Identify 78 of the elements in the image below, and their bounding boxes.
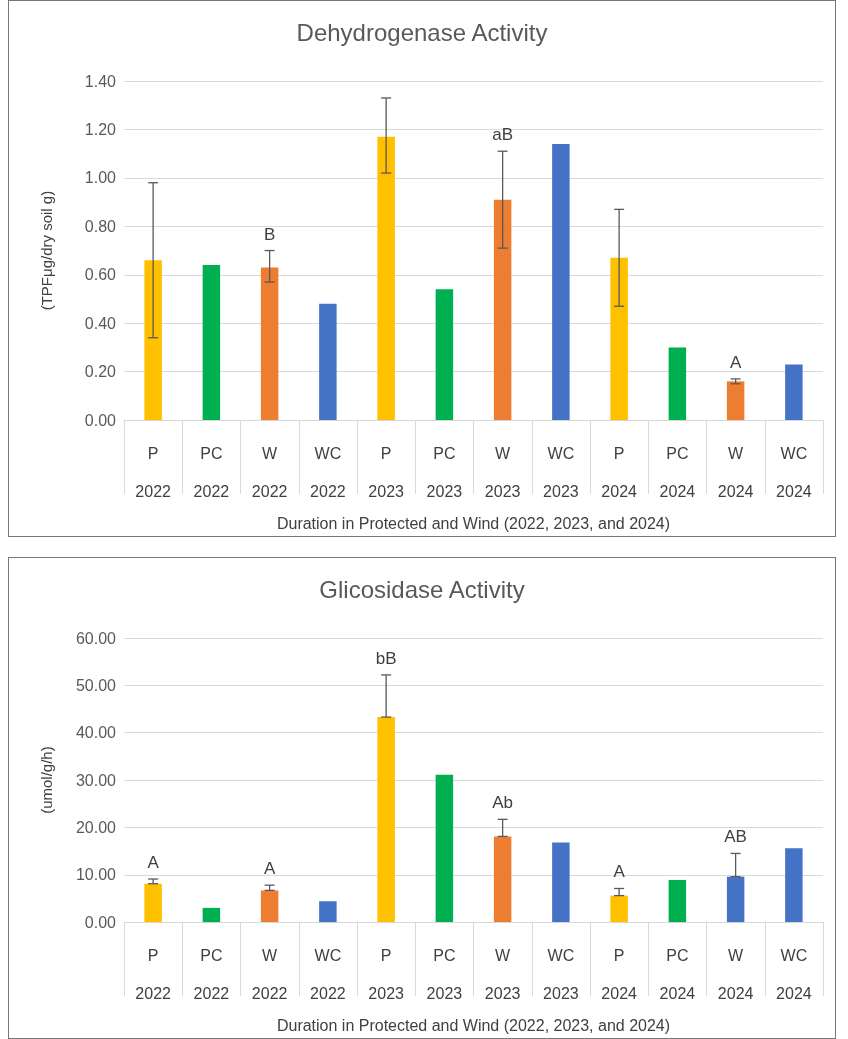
bar: [435, 774, 454, 923]
y-tick-label: 0.00: [84, 411, 117, 429]
category-label: WC 2023: [543, 444, 579, 500]
annotation: A: [147, 853, 160, 873]
bar: [493, 199, 512, 421]
bar: [377, 717, 395, 923]
category-label: WC 2022: [310, 444, 346, 500]
annotation: A: [613, 862, 626, 882]
bar: [144, 883, 162, 923]
y-tick-label: 60.00: [75, 629, 117, 647]
category-label: WC 2024: [776, 444, 812, 500]
bar: [552, 143, 570, 421]
bar: [202, 265, 221, 421]
category-label: WC 2022: [310, 946, 346, 1002]
y-axis-title: (umol/g/h): [38, 746, 55, 814]
category-label: PC 2022: [193, 946, 230, 1002]
bar: [144, 260, 162, 421]
y-axis-title: (TPFμg/dry soil g): [38, 190, 55, 311]
y-tick-label: 1.40: [84, 72, 117, 90]
category-label: P 2024: [601, 444, 637, 500]
bar: [668, 347, 687, 421]
annotation: B: [263, 224, 276, 244]
category-label: W 2024: [717, 444, 754, 500]
bar: [260, 890, 279, 923]
category-label: W 2023: [484, 444, 521, 500]
bar: [610, 895, 628, 923]
x-axis-title: Duration in Protected and Wind (2022, 2023, and 2024): [276, 514, 671, 532]
category-label: P 2022: [135, 444, 171, 500]
category-label: W 2022: [251, 946, 288, 1002]
chart-title: Glicosidase Activity: [319, 575, 525, 603]
y-tick-label: 10.00: [75, 866, 117, 884]
category-label: WC 2023: [543, 946, 579, 1002]
bar: [377, 136, 395, 421]
category-label: PC 2022: [193, 444, 230, 500]
y-tick-label: 40.00: [75, 724, 117, 742]
category-label: P 2022: [135, 946, 171, 1002]
y-tick-label: 0.40: [84, 314, 117, 332]
category-label: PC 2023: [426, 946, 463, 1002]
y-tick-label: 1.20: [84, 120, 117, 138]
category-label: PC 2024: [659, 946, 696, 1002]
bar: [435, 289, 454, 421]
category-label: W 2024: [717, 946, 754, 1002]
category-label: P 2024: [601, 946, 637, 1002]
category-label: W 2022: [251, 444, 288, 500]
annotation: A: [263, 859, 276, 879]
chart-title: Dehydrogenase Activity: [296, 18, 548, 46]
bar: [319, 901, 337, 923]
annotation: AB: [724, 827, 747, 847]
category-label: W 2023: [484, 946, 521, 1002]
annotation: bB: [375, 648, 397, 668]
y-tick-label: 20.00: [75, 818, 117, 836]
bar: [668, 879, 687, 923]
y-tick-label: 50.00: [75, 676, 117, 694]
category-label: PC 2024: [659, 444, 696, 500]
y-tick-label: 30.00: [75, 771, 117, 789]
bar: [202, 907, 221, 923]
annotation: A: [729, 352, 742, 372]
x-axis-title: Duration in Protected and Wind (2022, 2023, and 2024): [276, 1016, 671, 1034]
bar: [726, 381, 745, 421]
bar: [260, 267, 279, 421]
y-tick-label: 0.00: [84, 913, 117, 931]
annotation: aB: [492, 125, 514, 145]
category-label: P 2023: [368, 946, 404, 1002]
bar: [493, 836, 512, 923]
bar: [726, 876, 745, 923]
category-label: PC 2023: [426, 444, 463, 500]
bar: [319, 303, 337, 421]
bar: [785, 364, 803, 421]
y-tick-label: 0.80: [84, 217, 117, 235]
y-tick-label: 0.60: [84, 266, 117, 284]
y-tick-label: 0.20: [84, 363, 117, 381]
y-tick-label: 1.00: [84, 169, 117, 187]
category-label: WC 2024: [776, 946, 812, 1002]
bar: [610, 257, 628, 421]
bar: [785, 848, 803, 923]
bar: [552, 842, 570, 923]
annotation: Ab: [492, 793, 514, 813]
category-label: P 2023: [368, 444, 404, 500]
